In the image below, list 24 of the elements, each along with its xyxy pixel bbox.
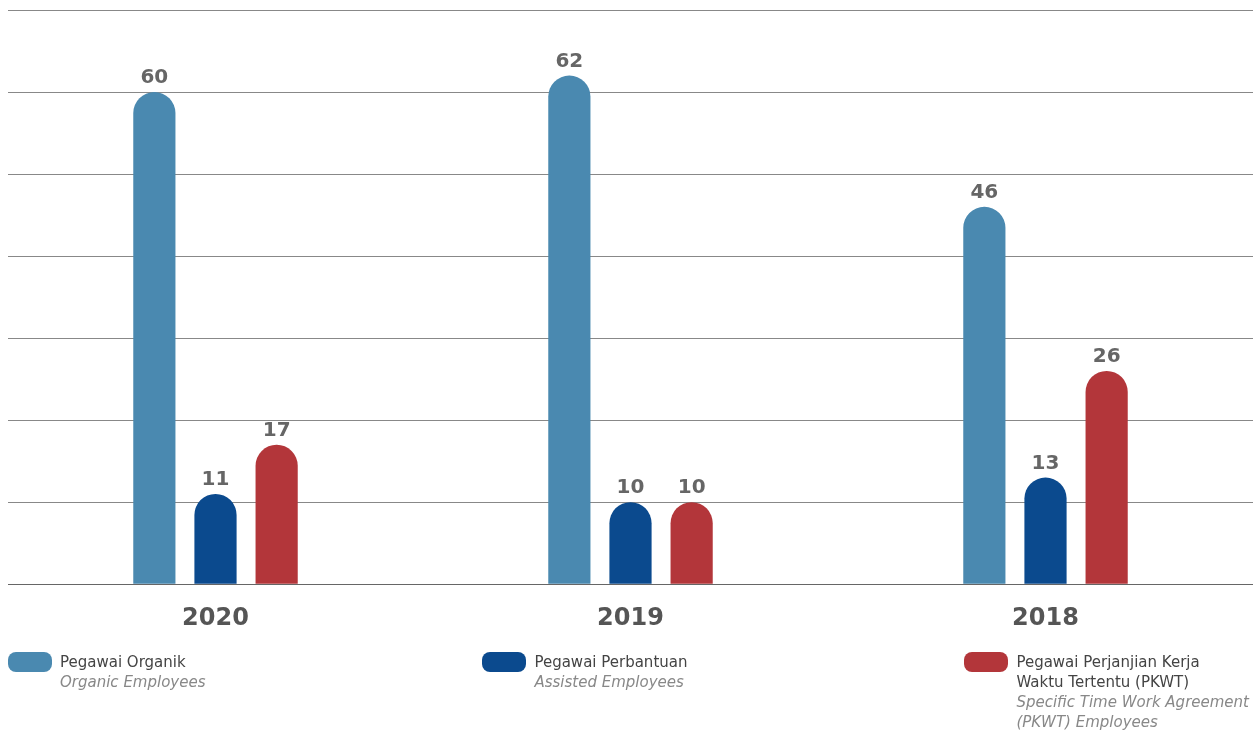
legend-label: Pegawai Perbantuan Assisted Employees [534,652,688,692]
legend-label: Pegawai Organik Organic Employees [60,652,206,692]
data-label: 13 [1031,449,1060,474]
data-label: 11 [201,466,230,491]
data-label: 10 [616,474,645,499]
bar [609,502,652,584]
bar [670,502,713,584]
data-label: 46 [970,179,999,204]
bar [133,92,176,584]
bar [548,75,591,584]
legend-label: Pegawai Perjanjian Kerja Waktu Tertentu (PKWT) Specific Time Work Agreement (PKWT) Employees [1016,652,1249,732]
x-tick-label: 2018 [1012,602,1079,631]
bar [1085,370,1128,584]
data-label: 62 [555,47,584,72]
bar [194,493,237,584]
data-label: 60 [140,64,169,89]
bar [963,206,1006,584]
bar [255,444,298,584]
data-label: 17 [262,416,291,441]
x-tick-label: 2019 [597,602,664,631]
x-tick-label: 2020 [182,602,249,631]
bar [1024,477,1067,584]
data-label: 26 [1092,343,1121,368]
data-label: 10 [677,474,706,499]
